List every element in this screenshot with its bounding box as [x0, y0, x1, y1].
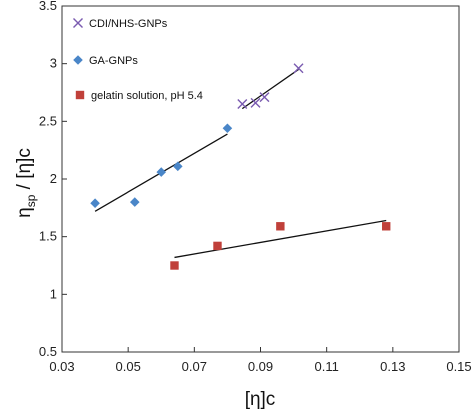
x-tick-label: 0.09: [248, 359, 273, 374]
legend-marker: [75, 90, 85, 100]
legend-label: gelatin solution, pH 5.4: [91, 90, 203, 102]
data-point: [293, 63, 304, 74]
legend-marker: [73, 18, 83, 28]
y-tick-label: 1.5: [39, 229, 57, 244]
fit-line: [241, 68, 299, 110]
y-tick-label: 3.5: [39, 0, 57, 13]
y-tick-label: 3: [50, 56, 57, 71]
x-axis-ticks: 0.03 0.05 0.07 0.09 0.11 0.13 0.15: [49, 347, 472, 374]
x-tick-label: 0.05: [116, 359, 141, 374]
data-point: [222, 123, 233, 134]
x-axis-label: [η]c: [245, 389, 276, 410]
y-axis-label-main: η: [14, 207, 35, 218]
data-point: [129, 197, 140, 207]
data-point: [172, 161, 183, 172]
legend-marker: [73, 55, 83, 65]
data-point: [213, 241, 222, 251]
y-axis-label-sub: sp: [24, 194, 38, 207]
x-tick-label: 0.13: [380, 359, 405, 374]
fit-line: [174, 219, 387, 259]
data-point: [156, 167, 167, 177]
x-tick-label: 0.11: [314, 359, 338, 374]
x-tick-label: 0.15: [446, 359, 471, 374]
data-point: [250, 97, 261, 108]
legend-label: CDI/NHS-GNPs: [89, 18, 168, 30]
y-tick-label: 0.5: [39, 344, 57, 359]
data-point: [170, 261, 179, 270]
y-axis-label: ηsp / [η]c: [14, 148, 38, 218]
data-point: [382, 222, 391, 231]
data-points: [90, 63, 391, 270]
x-tick-label: 0.07: [182, 359, 207, 374]
data-point: [259, 92, 270, 103]
y-tick-label: 1: [50, 286, 57, 301]
y-axis-ticks: 0.5 1 1.5 2 2.5 3 3.5: [39, 0, 67, 359]
y-tick-label: 2: [50, 171, 57, 186]
data-point: [276, 222, 285, 231]
data-point: [90, 198, 100, 209]
y-tick-label: 2.5: [39, 113, 57, 128]
legend-label: GA-GNPs: [89, 55, 138, 67]
data-point: [237, 99, 248, 110]
y-axis-label-rest: / [η]c: [14, 148, 35, 194]
legend: CDI/NHS-GNPs GA-GNPs gelatin solution, pH …: [73, 18, 203, 102]
x-tick-label: 0.03: [49, 359, 74, 374]
